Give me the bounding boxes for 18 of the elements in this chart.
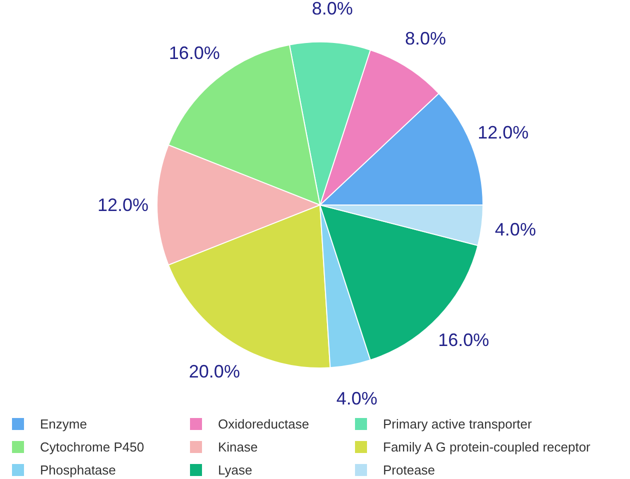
legend-label: Primary active transporter xyxy=(383,416,532,432)
legend-label: Protease xyxy=(383,462,436,478)
legend-label: Oxidoreductase xyxy=(218,416,310,432)
data-label: 12.0% xyxy=(478,122,529,142)
data-label: 16.0% xyxy=(438,330,490,350)
legend-label: Kinase xyxy=(218,440,258,454)
legend-label: Phosphatase xyxy=(40,462,116,478)
data-label: 20.0% xyxy=(188,361,240,382)
legend-label: Enzyme xyxy=(40,416,87,432)
data-label: 4.0% xyxy=(336,388,378,409)
data-label: 12.0% xyxy=(97,195,149,215)
data-label: 16.0% xyxy=(168,43,220,64)
data-label: 8.0% xyxy=(405,28,446,49)
legend-label: Family A G protein-coupled receptor xyxy=(383,440,592,454)
legend-label: Cytochrome P450 xyxy=(40,440,144,454)
legend-label: Lyase xyxy=(218,462,252,478)
data-label: 4.0% xyxy=(494,220,536,240)
data-label: 8.0% xyxy=(312,0,353,18)
